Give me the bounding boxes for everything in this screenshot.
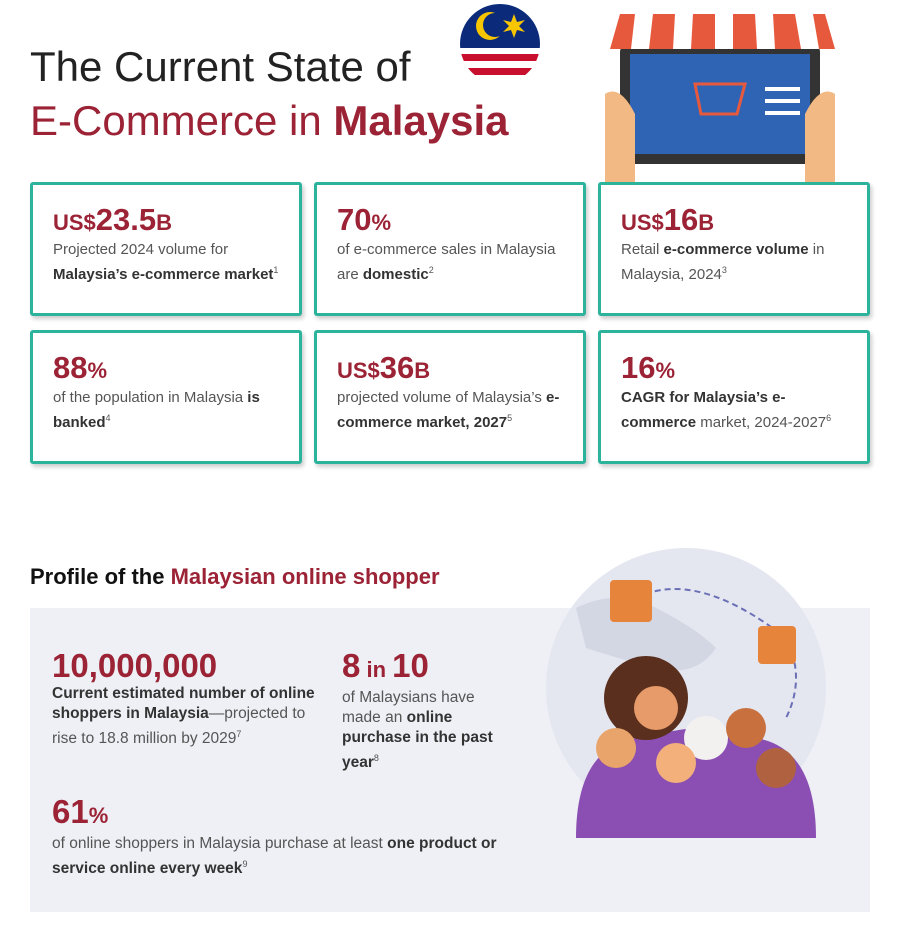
stat-cards: US$23.5B Projected 2024 volume for Malays… [30,182,872,464]
figure-part: 10,000,000 [52,647,218,684]
figure-part: 16 [663,202,699,237]
title-segment: E-Commerce in [30,97,334,144]
stat-figure: 70% [337,203,565,240]
description-part: projected volume of Malaysia’s [337,389,546,406]
stat-description: of Malaysians have made an online purcha… [342,688,512,773]
stat-card: US$36B projected volume of Malaysia’s e-c… [314,330,586,464]
description-part: CAGR for Malaysia’s e-commerce [621,389,786,431]
title: The Current State of E-Commerce in Malays… [30,40,509,148]
stat-card: US$23.5B Projected 2024 volume for Malays… [30,182,302,316]
description-part: e-commerce market, 2027 [337,389,560,431]
stat-description: of the population in Malaysia is banked4 [53,388,281,433]
stat-figure: 61% [52,794,502,834]
footnote-ref: 3 [721,265,727,275]
profile-stat: 8 in 10 of Malaysians have made an online… [342,648,512,773]
stat-figure: US$16B [621,203,849,240]
footnote-ref: 6 [826,413,832,423]
figure-part: 70 [337,202,372,237]
stat-description: of e-commerce sales in Malaysia are dome… [337,240,565,285]
shoppers-illustration [546,548,826,838]
figure-part: B [414,358,431,383]
figure-part: 61 [52,793,89,830]
description-part: of online shoppers in Malaysia purchase … [52,835,388,852]
figure-part: 10 [392,647,429,684]
stat-card: 70% of e-commerce sales in Malaysia are d… [314,182,586,316]
stat-description: Projected 2024 volume for Malaysia’s e-c… [53,240,281,285]
figure-part: in [360,657,393,682]
title-line-2: E-Commerce in Malaysia [30,97,509,144]
footnote-ref: 5 [507,413,513,423]
figure-part: 88 [53,350,88,385]
shop-illustration [605,14,835,184]
figure-part: % [88,803,109,828]
description-part: in Malaysia, 2024 [621,241,825,283]
description-part: e-commerce volume [663,241,809,258]
figure-part: US$ [337,358,380,383]
description-part: Projected 2024 volume for [53,241,229,258]
footnote-ref: 7 [236,729,242,739]
figure-part: % [87,358,108,383]
figure-part: 23.5 [95,202,157,237]
footnote-ref: 2 [428,265,434,275]
stat-figure: 8 in 10 [342,648,512,688]
stat-figure: 16% [621,351,849,388]
stat-description: of online shoppers in Malaysia purchase … [52,834,502,879]
heading-segment: Profile of the [30,564,171,589]
description-part: Malaysia’s e-commerce market [53,266,274,283]
stat-card: 88% of the population in Malaysia is bank… [30,330,302,464]
heading-segment: Malaysian online shopper [170,564,440,589]
figure-part: 16 [621,350,656,385]
stat-figure: 88% [53,351,281,388]
description-part: domestic [362,266,429,283]
figure-part: 8 [342,647,361,684]
title-segment: Malaysia [333,97,509,144]
description-part: of e-commerce sales in Malaysia are [337,241,556,283]
flag-icon [460,4,540,84]
figure-part: B [698,210,715,235]
stat-card: 16% CAGR for Malaysia’s e-commerce market… [598,330,870,464]
stat-description: CAGR for Malaysia’s e-commerce market, 2… [621,388,849,433]
footnote-ref: 8 [373,753,379,763]
description-part: of Malaysians have made an [342,689,475,726]
figure-part: B [156,210,173,235]
profile-stat: 10,000,000 Current estimated number of on… [52,648,322,749]
description-part: market, 2024-2027 [696,414,827,431]
stat-figure: 10,000,000 [52,648,322,684]
stat-description: Current estimated number of online shopp… [52,684,322,749]
description-part: of the population in Malaysia [53,389,248,406]
stat-card: US$16B Retail e-commerce volume in Malays… [598,182,870,316]
stat-description: projected volume of Malaysia’s e-commerc… [337,388,565,433]
description-part: —projected to rise to 18.8 million by 20… [52,705,306,748]
footnote-ref: 1 [273,265,279,275]
stat-figure: US$36B [337,351,565,388]
profile-heading: Profile of the Malaysian online shopper [30,564,440,590]
figure-part: % [655,358,676,383]
description-part: is banked [53,389,260,431]
profile-stat: 61% of online shoppers in Malaysia purcha… [52,794,502,879]
description-part: Retail [621,241,664,258]
figure-part: US$ [621,210,664,235]
description-part: Current estimated number of online shopp… [52,685,315,722]
footnote-ref: 4 [105,413,111,423]
description-part: online purchase in the past year [342,709,493,772]
title-line-1: The Current State of [30,43,411,90]
footnote-ref: 9 [242,859,248,869]
description-part: one product or service online every week [52,835,497,878]
figure-part: % [371,210,392,235]
stat-description: Retail e-commerce volume in Malaysia, 20… [621,240,849,285]
figure-part: US$ [53,210,96,235]
figure-part: 36 [379,350,415,385]
stat-figure: US$23.5B [53,203,281,240]
